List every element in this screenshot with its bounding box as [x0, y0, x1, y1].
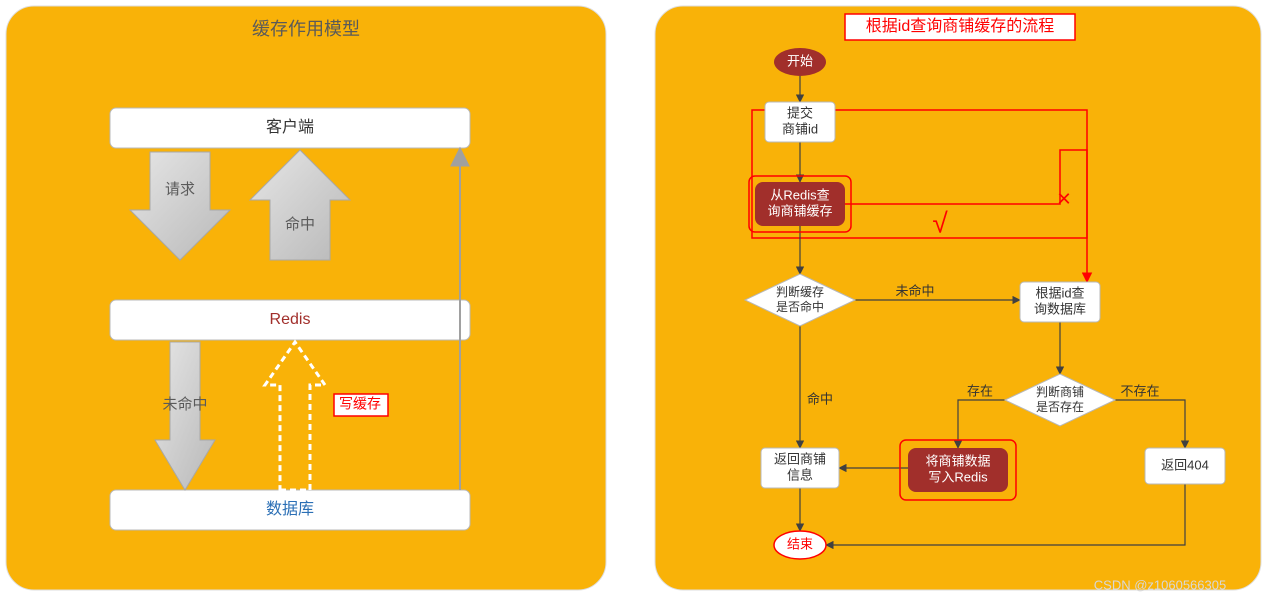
arrow-request-label: 请求 — [165, 181, 195, 198]
arrow-miss-label: 未命中 — [162, 395, 207, 413]
node-write-l2: 写入Redis — [928, 469, 988, 484]
left-node-database-label: 数据库 — [266, 500, 314, 518]
node-judge2-l2: 是否存在 — [1036, 400, 1084, 414]
node-query-l2: 询商铺缓存 — [767, 203, 832, 218]
node-start-label: 开始 — [787, 53, 813, 68]
check-icon: √ — [932, 207, 948, 238]
watermark: CSDN @z1060566305 — [1094, 577, 1226, 592]
node-submit-l2: 商铺id — [782, 121, 818, 136]
edgelabel-exist: 存在 — [967, 383, 993, 398]
edgelabel-hit: 命中 — [807, 391, 833, 406]
node-submit-l1: 提交 — [787, 105, 813, 120]
right-title: 根据id查询商铺缓存的流程 — [866, 17, 1054, 35]
node-write-l1: 将商铺数据 — [925, 453, 990, 468]
edgelabel-noexist: 不存在 — [1120, 383, 1159, 398]
node-judge1-l1: 判断缓存 — [776, 284, 824, 299]
node-ret_info-l1: 返回商铺 — [774, 451, 826, 466]
x-icon: × — [1057, 185, 1071, 212]
left-title: 缓存作用模型 — [252, 19, 360, 39]
arrow-hit-label: 命中 — [285, 215, 315, 233]
node-judge1-l2: 是否命中 — [776, 299, 824, 314]
node-ret404-label: 返回404 — [1161, 457, 1209, 472]
node-judge2-l1: 判断商铺 — [1036, 384, 1084, 399]
node-querydb-l1: 根据id查 — [1035, 285, 1084, 300]
writecache-label: 写缓存 — [339, 396, 381, 412]
node-query-l1: 从Redis查 — [770, 187, 829, 202]
node-ret_info-l2: 信息 — [787, 467, 813, 482]
left-node-client-label: 客户端 — [266, 118, 314, 136]
node-querydb-l2: 询数据库 — [1034, 301, 1086, 316]
node-end-label: 结束 — [787, 536, 813, 551]
left-node-redis-label: Redis — [270, 311, 311, 328]
right-panel — [655, 6, 1261, 590]
edgelabel-miss: 未命中 — [895, 283, 934, 298]
